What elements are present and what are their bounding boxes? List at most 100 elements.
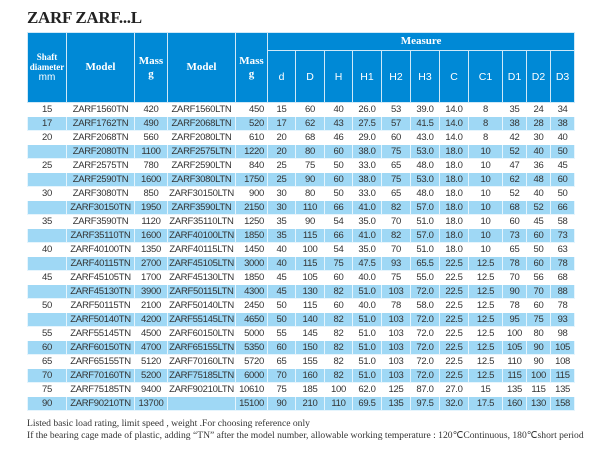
cell-shaft-diameter: 20	[27, 130, 67, 145]
cell-mass-ltn: 4300	[235, 284, 268, 299]
cell-d3: 60	[549, 172, 576, 187]
cell-h2: 103	[381, 312, 411, 327]
cell-model-ltn: ZARF40115LTN	[167, 242, 236, 257]
cell-c1: 12.5	[468, 326, 503, 341]
cell-d3: 88	[549, 284, 576, 299]
cell-model-tn: ZARF65155TN	[66, 354, 135, 369]
cell-shaft-diameter: 55	[27, 326, 67, 341]
cell-d1: 160	[502, 396, 527, 411]
cell-h3: 65.5	[410, 256, 440, 271]
cell-mass-tn: 560	[134, 130, 168, 145]
cell-d: 20	[267, 144, 296, 159]
cell-shaft-diameter: 75	[27, 382, 67, 397]
cell-h: 46	[324, 130, 353, 145]
cell-mass-ltn: 1250	[235, 214, 268, 229]
cell-mass-ltn: 900	[235, 186, 268, 201]
cell-h: 60	[324, 270, 353, 285]
table-row: 35 ZARF3590TN 1120 ZARF35110LTN 1250 35 90 54 35…	[27, 214, 576, 229]
cell-mass-tn: 1120	[134, 214, 168, 229]
footnote-1: Listed basic load rating, limit speed , …	[27, 418, 310, 429]
cell-d2: 100	[526, 368, 551, 383]
cell-d2: 70	[526, 284, 551, 299]
cell-d3: 50	[549, 144, 576, 159]
cell-h3: 72.0	[410, 340, 440, 355]
cell-model-ltn: ZARF40100LTN	[167, 228, 236, 243]
cell-c1: 10	[468, 200, 503, 215]
cell-d: 60	[267, 340, 296, 355]
header-measure: Measure	[266, 32, 576, 51]
cell-h: 54	[324, 214, 353, 229]
cell-d2: 115	[526, 382, 551, 397]
cell-model-tn: ZARF75185TN	[66, 382, 135, 397]
table-row: 50 ZARF50115TN 2100 ZARF50140LTN 2450 50 115 60…	[27, 298, 576, 313]
cell-h1: 29.0	[352, 130, 382, 145]
cell-h1: 35.0	[352, 242, 382, 257]
cell-model-tn: ZARF1762TN	[66, 116, 135, 131]
cell-model-ltn: ZARF1560LTN	[167, 102, 236, 117]
cell-d3: 40	[549, 130, 576, 145]
cell-d: 110	[295, 200, 325, 215]
cell-d: 115	[295, 298, 325, 313]
cell-h3: 72.0	[410, 354, 440, 369]
cell-c1: 12.5	[468, 256, 503, 271]
cell-h1: 33.0	[352, 158, 382, 173]
cell-h2: 57	[381, 116, 411, 131]
mass-label: Mass	[138, 54, 164, 67]
cell-h3: 51.0	[410, 242, 440, 257]
table-row: ZARF40115TN 2700 ZARF45105LTN 3000 40 115 75 47…	[27, 256, 576, 271]
cell-d: 25	[267, 172, 296, 187]
cell-model-ltn: ZARF65155LTN	[167, 340, 236, 355]
cell-h: 75	[324, 256, 353, 271]
cell-d: 80	[295, 186, 325, 201]
cell-model-ltn: ZARF60150LTN	[167, 326, 236, 341]
cell-d1: 47	[502, 158, 527, 173]
table-row: 60 ZARF60150TN 4700 ZARF65155LTN 5350 60 150 82…	[27, 340, 576, 355]
cell-h2: 93	[381, 256, 411, 271]
cell-c: 18.0	[439, 214, 469, 229]
cell-h2: 82	[381, 228, 411, 243]
cell-model-tn: ZARF55145TN	[66, 326, 135, 341]
table-row: 55 ZARF55145TN 4500 ZARF60150LTN 5000 55 145 82…	[27, 326, 576, 341]
cell-d1: 68	[502, 200, 527, 215]
cell-c: 22.5	[439, 284, 469, 299]
footnotes: Listed basic load rating, limit speed , …	[27, 418, 587, 442]
cell-mass-tn: 1700	[134, 270, 168, 285]
cell-model-tn: ZARF50140TN	[66, 312, 135, 327]
cell-c1: 12.5	[468, 354, 503, 369]
cell-h: 82	[324, 368, 353, 383]
cell-h: 82	[324, 312, 353, 327]
cell-d3: 78	[549, 256, 576, 271]
cell-d2: 60	[526, 228, 551, 243]
cell-h3: 72.0	[410, 368, 440, 383]
header-mass: Mass g	[134, 32, 168, 103]
cell-d1: 62	[502, 172, 527, 187]
cell-h: 43	[324, 116, 353, 131]
cell-d: 45	[267, 284, 296, 299]
cell-model-tn: ZARF50115TN	[66, 298, 135, 313]
cell-d1: 115	[502, 368, 527, 383]
cell-mass-tn: 1350	[134, 242, 168, 257]
cell-h3: 72.0	[410, 312, 440, 327]
cell-mass-tn: 1950	[134, 200, 168, 215]
cell-h1: 51.0	[352, 340, 382, 355]
cell-d: 45	[267, 270, 296, 285]
cell-h: 54	[324, 242, 353, 257]
cell-c1: 12.5	[468, 340, 503, 355]
cell-c1: 12.5	[468, 298, 503, 313]
cell-shaft-diameter: 50	[27, 298, 67, 313]
cell-d: 60	[295, 102, 325, 117]
cell-h1: 41.0	[352, 200, 382, 215]
cell-mass-ltn: 1850	[235, 270, 268, 285]
cell-model-ltn: ZARF50140LTN	[167, 298, 236, 313]
footnote-2: If the bearing cage made of plastic, add…	[27, 430, 584, 441]
cell-mass-ltn: 1450	[235, 242, 268, 257]
cell-d: 20	[267, 130, 296, 145]
header-mass-l: Mass g	[235, 32, 268, 103]
cell-h2: 78	[381, 298, 411, 313]
cell-d3: 93	[549, 312, 576, 327]
cell-h1: 27.5	[352, 116, 382, 131]
cell-c: 18.0	[439, 228, 469, 243]
cell-d3: 78	[549, 298, 576, 313]
cell-h3: 53.0	[410, 144, 440, 159]
cell-h2: 103	[381, 284, 411, 299]
